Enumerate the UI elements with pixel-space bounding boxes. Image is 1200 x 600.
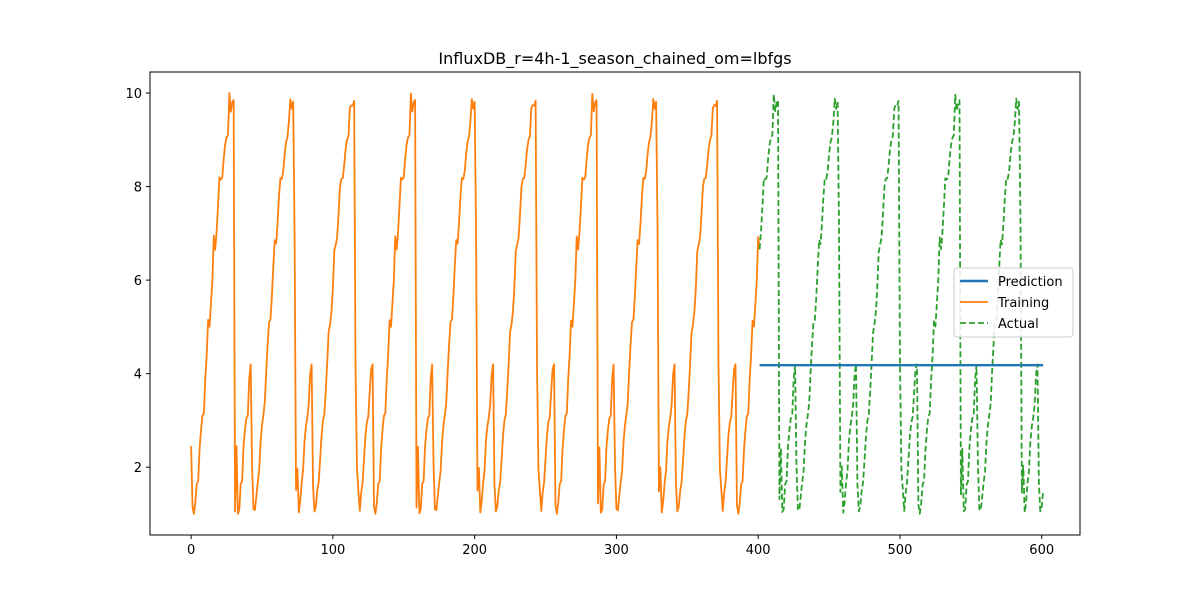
- x-tick-label: 100: [320, 543, 345, 558]
- x-tick-label: 0: [187, 543, 195, 558]
- y-tick-label: 10: [125, 87, 142, 102]
- plot-area-frame: [149, 71, 1081, 536]
- x-tick-label: 200: [462, 543, 487, 558]
- y-tick-label: 4: [134, 368, 142, 383]
- y-tick-label: 6: [134, 274, 142, 289]
- y-tick-label: 2: [134, 461, 142, 476]
- training-series-line: [190, 92, 761, 515]
- x-axis: 0 100 200 300 400 500 600: [187, 535, 1054, 558]
- series-layer: [190, 92, 1045, 515]
- x-tick-label: 600: [1029, 543, 1054, 558]
- chart-title: InfluxDB_r=4h-1_season_chained_om=lbfgs: [438, 49, 791, 69]
- y-axis: 2 4 6 8 10: [125, 87, 150, 476]
- legend: Prediction Training Actual: [953, 267, 1074, 338]
- x-tick-label: 500: [888, 543, 913, 558]
- legend-box: [953, 267, 1074, 338]
- y-tick-label: 8: [134, 181, 142, 196]
- legend-label-prediction: Prediction: [998, 275, 1063, 290]
- actual-series-line: [758, 93, 1045, 515]
- legend-label-training: Training: [997, 296, 1049, 311]
- legend-label-actual: Actual: [998, 317, 1039, 332]
- x-tick-label: 300: [604, 543, 629, 558]
- x-tick-label: 400: [746, 543, 771, 558]
